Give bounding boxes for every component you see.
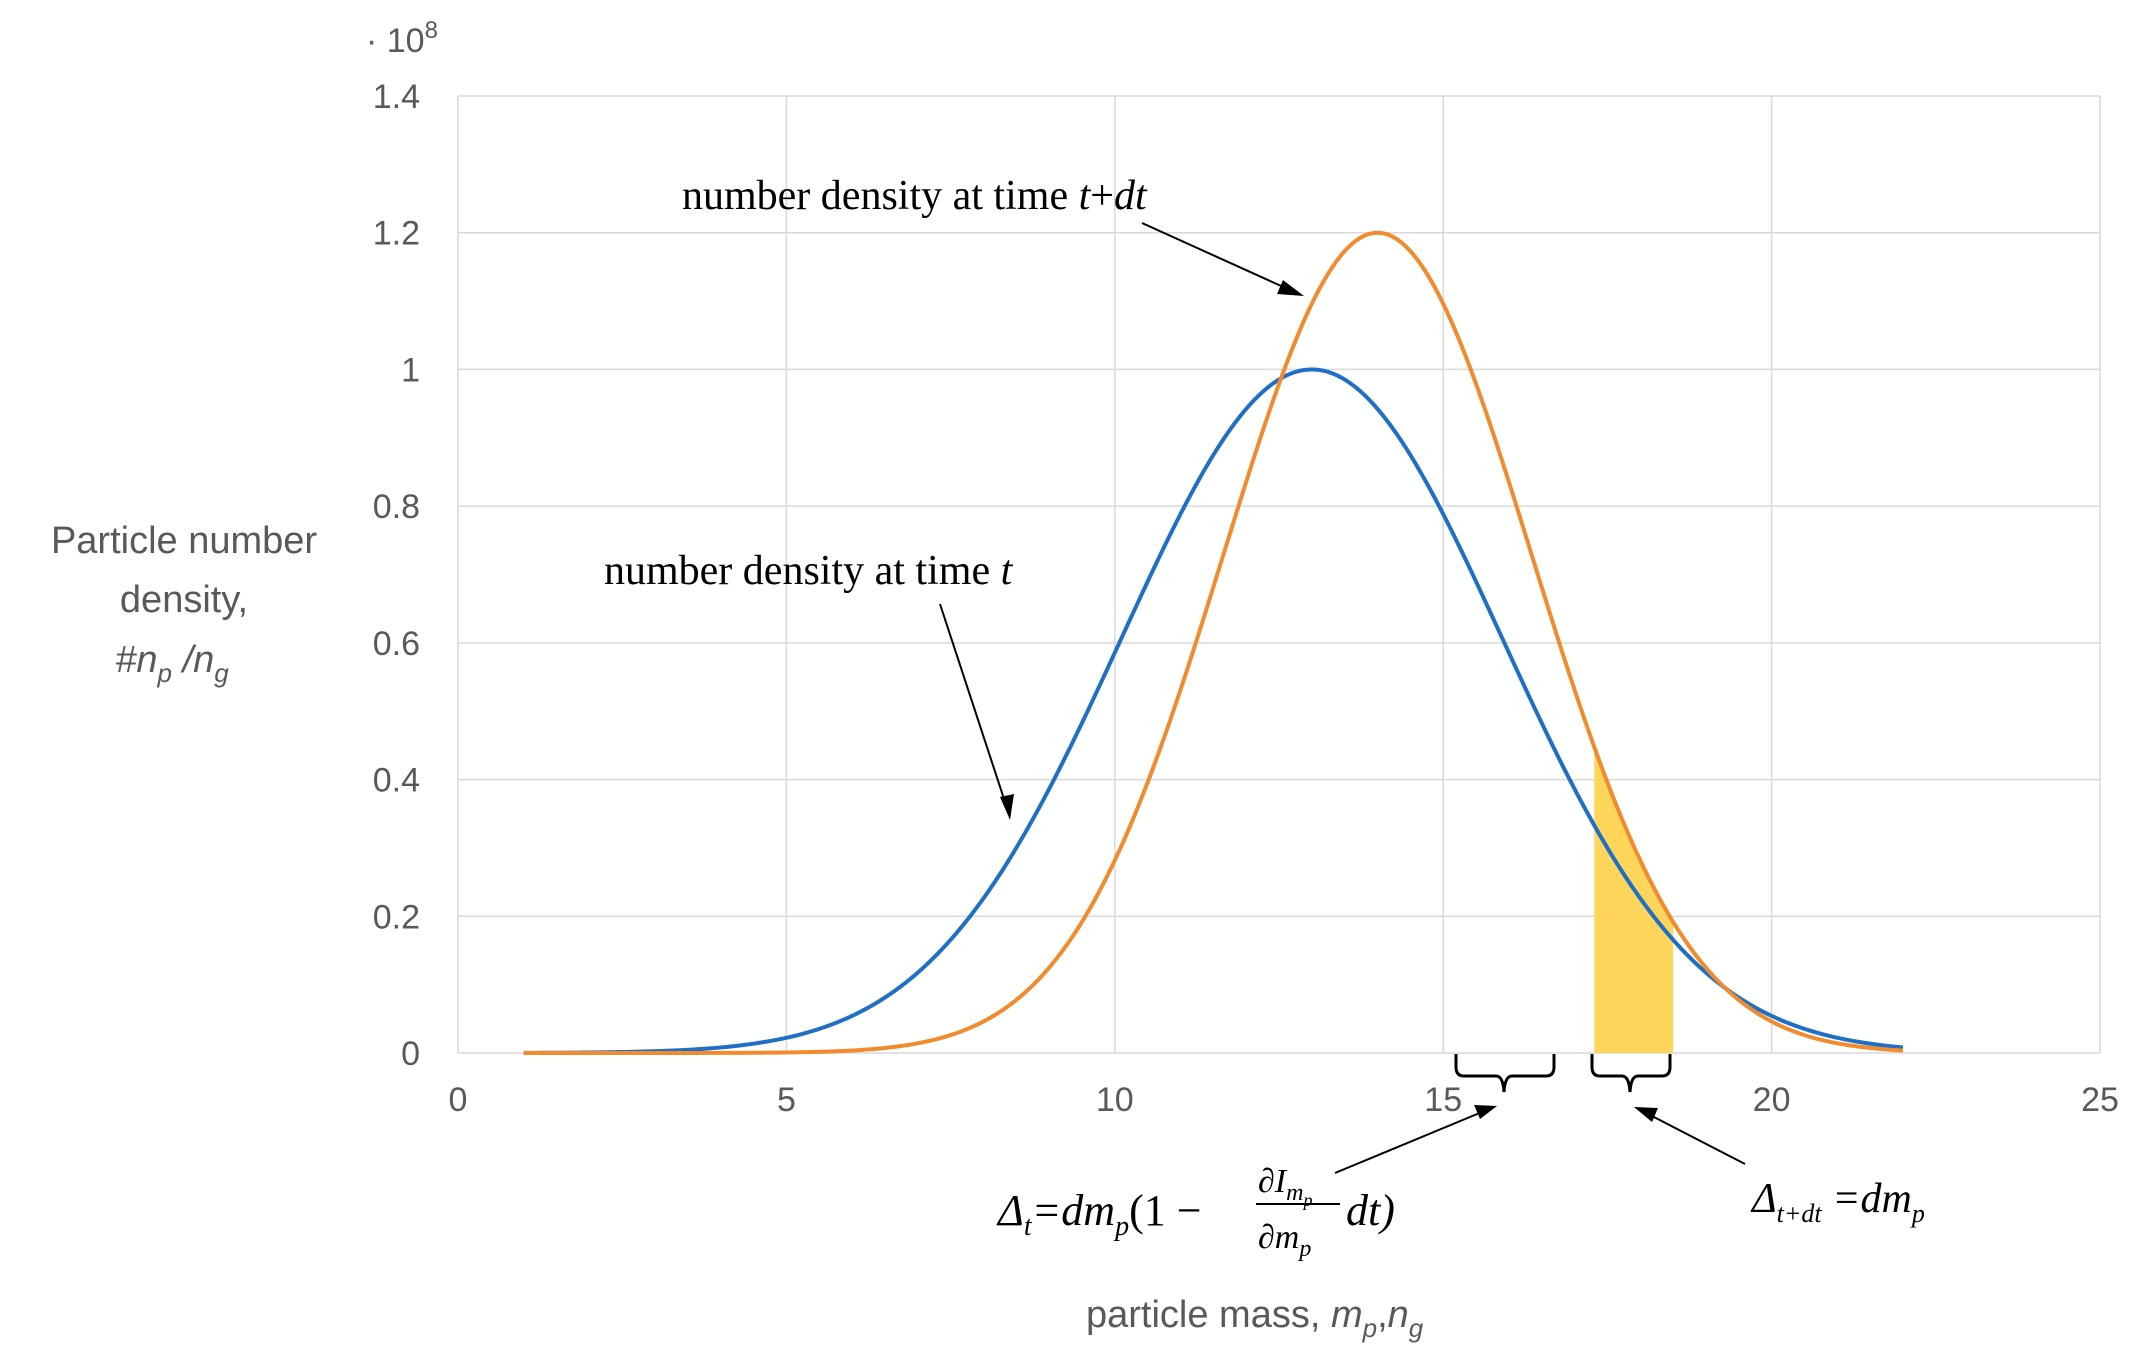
y-tick-label: 0.2 bbox=[373, 898, 420, 936]
svg-text:∂Imp: ∂Imp bbox=[1258, 1163, 1312, 1210]
x-tick-label: 25 bbox=[2081, 1081, 2119, 1119]
arrow-delta-t bbox=[1334, 1111, 1483, 1174]
arrowhead-delta-t bbox=[1474, 1105, 1497, 1119]
arrow-delta-t-plus-dt bbox=[1647, 1113, 1746, 1165]
y-axis-title-line-1: Particle number bbox=[51, 520, 317, 562]
x-tick-label: 15 bbox=[1424, 1081, 1462, 1119]
label-t: number density at time t bbox=[604, 548, 1014, 594]
x-tick-label: 20 bbox=[1753, 1081, 1791, 1119]
x-axis-title: particle mass, mp,ng bbox=[1086, 1294, 1424, 1343]
y-axis-title-line-3: #np /ng bbox=[115, 639, 229, 688]
formula-delta-t-plus-dt: Δt+dt =dmp bbox=[1750, 1176, 1925, 1228]
arrowhead-t-plus-dt bbox=[1277, 280, 1304, 296]
highlight-band bbox=[1594, 746, 1674, 1053]
y-tick-label: 0.6 bbox=[373, 625, 420, 663]
arrow-t bbox=[939, 603, 1007, 806]
brace-delta-t bbox=[1454, 1054, 1556, 1093]
series-group bbox=[523, 230, 1904, 1055]
svg-text:Δt=dmp(1 −: Δt=dmp(1 − bbox=[996, 1186, 1202, 1242]
y-axis-title-line-2: density, bbox=[120, 579, 248, 621]
y-tick-labels: 0 0.2 0.4 0.6 0.8 1 1.2 1.4 bbox=[373, 78, 420, 1073]
formula-delta-t: Δt=dmp(1 − ∂Imp ∂mp dt) bbox=[996, 1163, 1395, 1262]
series-line-t bbox=[523, 367, 1904, 1055]
gridlines bbox=[457, 95, 2101, 1054]
series-line-t-plus-dt bbox=[523, 230, 1904, 1055]
svg-text:dt): dt) bbox=[1346, 1186, 1395, 1235]
x-tick-labels: 0 5 10 15 20 25 bbox=[449, 1081, 2119, 1119]
y-tick-label: 0 bbox=[401, 1035, 420, 1073]
x-tick-label: 0 bbox=[449, 1081, 468, 1119]
arrow-t-plus-dt bbox=[1141, 222, 1291, 291]
y-tick-label: 1.2 bbox=[373, 215, 420, 253]
arrowhead-delta-t-plus-dt bbox=[1634, 1107, 1658, 1122]
label-t-plus-dt: number density at time t+dt bbox=[682, 173, 1148, 219]
y-tick-label: 1.4 bbox=[373, 78, 420, 116]
x-tick-label: 5 bbox=[777, 1081, 796, 1119]
y-multiplier: · 108 bbox=[366, 17, 438, 60]
y-tick-label: 0.8 bbox=[373, 488, 420, 526]
highlight-band-group bbox=[1594, 746, 1674, 1053]
y-tick-label: 0.4 bbox=[373, 762, 420, 800]
x-tick-label: 10 bbox=[1096, 1081, 1134, 1119]
y-tick-label: 1 bbox=[401, 351, 420, 389]
brace-delta-t-plus-dt bbox=[1590, 1054, 1672, 1093]
svg-text:∂mp: ∂mp bbox=[1258, 1219, 1311, 1262]
arrowhead-t bbox=[1000, 794, 1014, 820]
